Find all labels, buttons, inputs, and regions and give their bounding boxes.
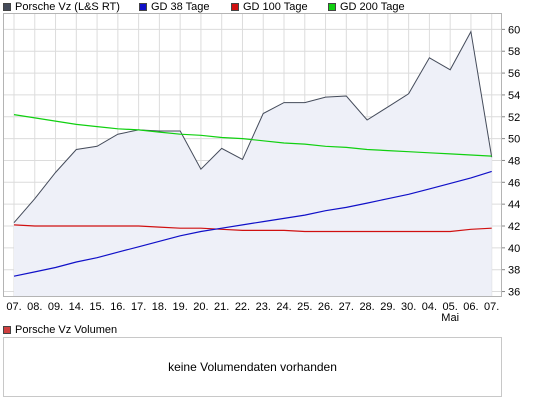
legend-swatch-gd38 [139, 3, 147, 11]
volume-legend: Porsche Vz Volumen [3, 324, 117, 336]
x-tick-label: 18. [152, 301, 167, 313]
x-tick-label: 21. [214, 301, 229, 313]
chart-legend: Porsche Vz (L&S RT) GD 38 Tage GD 100 Ta… [0, 0, 545, 14]
legend-label-gd200: GD 200 Tage [340, 1, 405, 13]
x-tick-label: 26. [318, 301, 333, 313]
y-tick-label: 50 [508, 134, 520, 146]
legend-label-price: Porsche Vz (L&S RT) [15, 1, 120, 13]
y-tick-label: 56 [508, 68, 520, 80]
y-tick-label: 40 [508, 243, 520, 255]
gd100-line [13, 224, 492, 233]
volume-panel: keine Volumendaten vorhanden [3, 337, 502, 397]
y-tick-label: 36 [508, 287, 520, 299]
plot-frame [3, 13, 502, 297]
series-layer [13, 30, 493, 297]
x-tick-sublabel: Mai [441, 312, 459, 324]
y-tick-label: 44 [508, 199, 520, 211]
y-tick-label: 48 [508, 155, 520, 167]
y-tick-label: 54 [508, 90, 520, 102]
y-tick-label: 42 [508, 221, 520, 233]
legend-item-price: Porsche Vz (L&S RT) [3, 1, 120, 13]
x-tick-label: 09. [48, 301, 63, 313]
price-line [13, 30, 493, 224]
x-tick-label: 20. [193, 301, 208, 313]
x-tick-label: 04. [422, 301, 437, 313]
y-tick-label: 46 [508, 177, 520, 189]
volume-swatch [3, 326, 11, 334]
x-tick-label: 28. [359, 301, 374, 313]
volume-empty-message: keine Volumendaten vorhanden [168, 360, 337, 374]
gd38-line [13, 170, 492, 277]
gd200-line [13, 114, 492, 157]
volume-legend-label: Porsche Vz Volumen [15, 324, 118, 336]
legend-item-gd100: GD 100 Tage [231, 1, 308, 13]
x-tick-label: 08. [27, 301, 42, 313]
x-tick-label: 06. [463, 301, 478, 313]
legend-swatch-price [3, 3, 11, 11]
y-tick-label: 58 [508, 46, 520, 58]
x-tick-label: 24. [276, 301, 291, 313]
legend-item-gd200: GD 200 Tage [328, 1, 405, 13]
price-area [14, 31, 492, 297]
y-tick-label: 60 [508, 24, 520, 36]
x-tick-label: 19. [173, 301, 188, 313]
x-tick-label: 23. [256, 301, 271, 313]
x-tick-label: 22. [235, 301, 250, 313]
legend-swatch-gd200 [328, 3, 336, 11]
x-tick-label: 16. [110, 301, 125, 313]
x-axis-ticks: 07. 08. 09. 14. 15. 16. 17. 18. 19. 20. 21. 22. 23. 2… [6, 301, 499, 324]
x-tick-label: 07. [484, 301, 499, 313]
x-tick-label: 07. [6, 301, 21, 313]
y-tick-label: 38 [508, 265, 520, 277]
x-tick-label: 14. [69, 301, 84, 313]
legend-swatch-gd100 [231, 3, 239, 11]
x-tick-label: 25. [297, 301, 312, 313]
x-tick-label: 05. [443, 301, 458, 313]
legend-label-gd100: GD 100 Tage [243, 1, 308, 13]
y-axis-ticks: 36 38 40 42 44 46 48 50 52 54 56 58 60 [502, 24, 520, 299]
x-tick-label: 27. [339, 301, 354, 313]
x-tick-label: 15. [89, 301, 104, 313]
legend-label-gd38: GD 38 Tage [151, 1, 210, 13]
price-chart: 36 38 40 42 44 46 48 50 52 54 56 58 60 07. 08. 09. 14. 1… [3, 13, 520, 324]
x-tick-label: 17. [131, 301, 146, 313]
x-tick-label: 29. [380, 301, 395, 313]
y-tick-label: 52 [508, 112, 520, 124]
x-tick-label: 30. [401, 301, 416, 313]
legend-item-gd38: GD 38 Tage [139, 1, 210, 13]
